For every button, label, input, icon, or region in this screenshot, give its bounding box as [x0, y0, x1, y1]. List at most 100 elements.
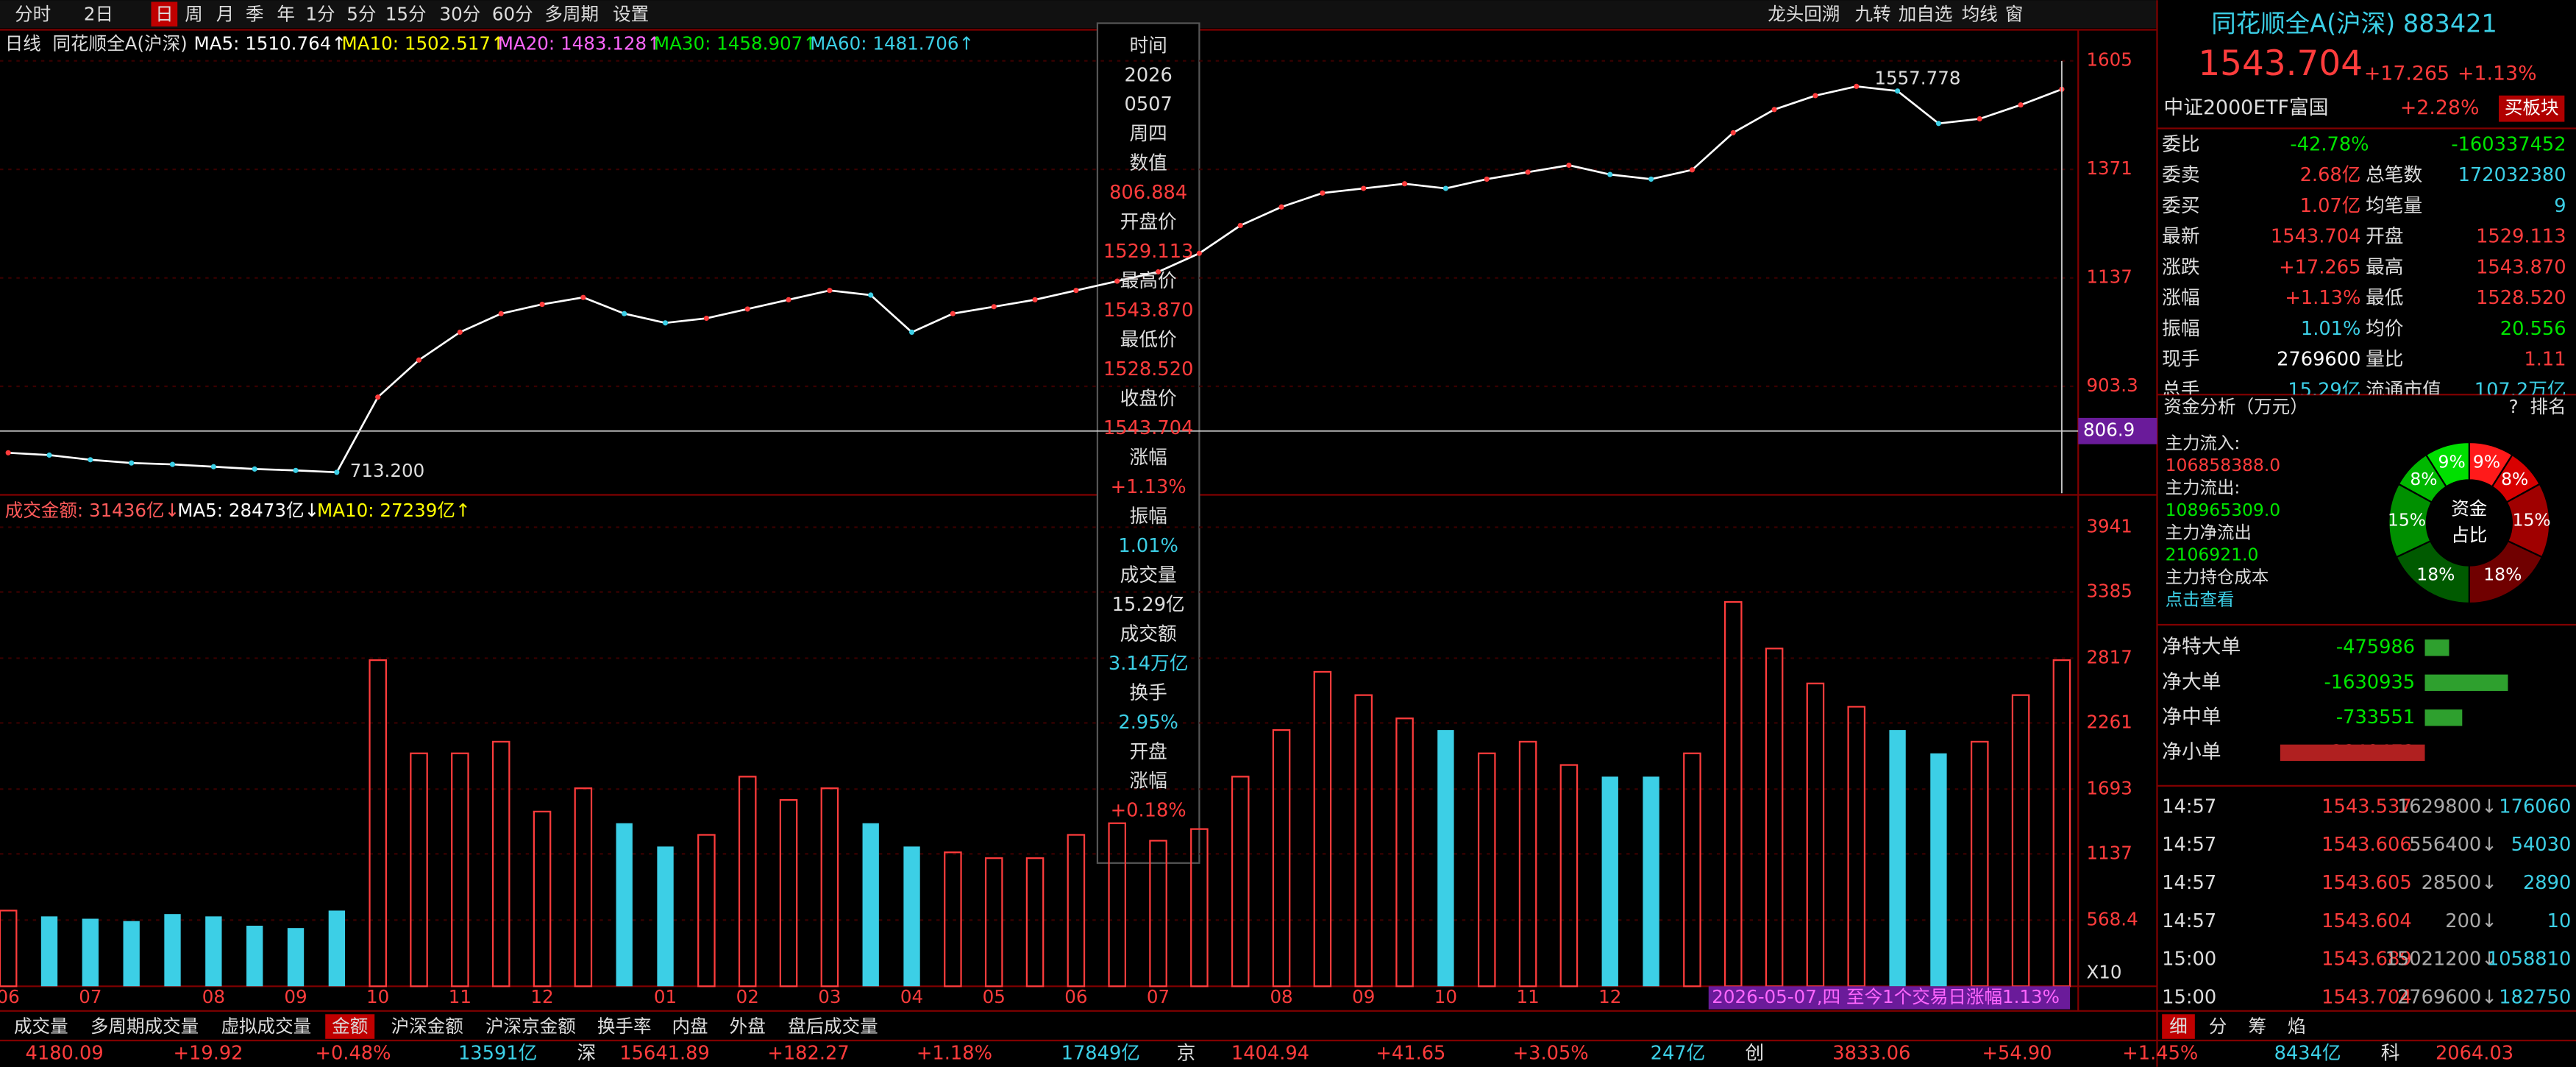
price-point	[580, 294, 586, 300]
price-point	[416, 357, 422, 363]
period-tab[interactable]: 季	[246, 3, 264, 24]
buy-button-bg	[2499, 95, 2565, 122]
tool-button[interactable]: 龙头回溯	[1768, 3, 1840, 24]
volume-bar	[1889, 730, 1906, 987]
buy-button[interactable]: 买板块	[2505, 97, 2559, 118]
slice-label: 15%	[2513, 509, 2551, 530]
volume-bar	[1518, 740, 1537, 988]
fund-line[interactable]: 点击查看	[2166, 589, 2235, 609]
indicator-tab[interactable]: 换手率	[597, 1015, 652, 1037]
price-point	[1854, 83, 1860, 89]
popup-line: 1543.870	[1103, 299, 1194, 322]
price-point	[129, 460, 135, 466]
fund-line: 主力持仓成本	[2166, 567, 2269, 587]
quote-value: 1.07亿	[2300, 195, 2361, 217]
tool-button[interactable]: 均线	[1962, 3, 1998, 24]
period-tab[interactable]: 周	[185, 3, 203, 24]
max-annotation: 1557.778	[1874, 67, 1960, 88]
indicator-tab[interactable]: 多周期成交量	[90, 1015, 199, 1037]
period-tab[interactable]: 30分	[439, 3, 480, 24]
side-tab[interactable]: 筹	[2248, 1015, 2266, 1037]
popup-line: 2026	[1124, 64, 1172, 86]
tick-time: 15:00	[2162, 949, 2216, 971]
min-annotation: 713.200	[350, 460, 425, 481]
donut-center: 资金	[2451, 498, 2487, 520]
period-tab[interactable]: 日	[155, 3, 174, 24]
indicator-tab[interactable]: 内盘	[672, 1015, 708, 1037]
period-tab[interactable]: 分时	[15, 3, 51, 24]
popup-line: 2.95%	[1118, 712, 1178, 734]
indicator-tab[interactable]: 金额	[332, 1015, 368, 1037]
chart-title: 日线	[5, 33, 41, 54]
toolbar-bg	[0, 0, 2157, 29]
slice-label: 18%	[2416, 564, 2455, 585]
indicator-tab[interactable]: 成交量	[14, 1015, 68, 1037]
volume-bar	[779, 798, 798, 988]
price-point	[1320, 190, 1326, 196]
quote-label: 均价	[2366, 318, 2403, 340]
period-tab[interactable]: 5分	[346, 3, 376, 24]
y-tick-label: 903.3	[2086, 375, 2138, 396]
indicator-tab[interactable]: 虚拟成交量	[221, 1015, 311, 1037]
tool-button[interactable]: 九转	[1855, 3, 1891, 24]
volume-bar	[287, 928, 305, 987]
quote-value: 107.2万亿	[2474, 379, 2566, 401]
side-tab[interactable]: 细	[2169, 1015, 2188, 1037]
price-point	[539, 302, 545, 308]
y-tick-label: 2817	[2086, 646, 2132, 667]
price-pct: +1.13%	[2458, 62, 2537, 85]
y-tick-label: 1371	[2086, 157, 2132, 179]
flow-bar	[2424, 709, 2463, 726]
popup-line: 周四	[1129, 123, 1167, 145]
volume-bar	[657, 846, 674, 987]
quote-value: 15.29亿	[2288, 379, 2360, 401]
volume-bar	[205, 916, 222, 987]
tool-button[interactable]: 加自选	[1899, 3, 1953, 24]
quote-label: 现手	[2162, 349, 2199, 371]
volume-bar	[410, 752, 428, 988]
active-tab-bg	[151, 1, 178, 26]
period-tab[interactable]: 设置	[613, 3, 649, 24]
x-tick-label: 12	[530, 986, 553, 1007]
status-item: 京	[1177, 1042, 1196, 1064]
rank-link[interactable]: 排名	[2530, 396, 2566, 417]
side-tab[interactable]: 分	[2209, 1015, 2227, 1037]
help-icon[interactable]: ?	[2509, 396, 2519, 417]
period-tab[interactable]: 多周期	[544, 3, 599, 24]
price-point	[868, 292, 874, 298]
period-tab[interactable]: 1分	[305, 3, 335, 24]
price-point	[1689, 167, 1695, 173]
flow-bar	[2424, 639, 2449, 656]
last-price: 1543.704	[2198, 43, 2363, 84]
x-tick-label: 12	[1598, 986, 1621, 1007]
x-tick-label: 10	[366, 986, 389, 1007]
indicator-tab[interactable]: 沪深京金额	[485, 1015, 576, 1037]
period-tab[interactable]: 60分	[492, 3, 533, 24]
price-point	[210, 464, 216, 469]
volume-bar	[1231, 776, 1250, 988]
tick-volume: 15021200↓	[2385, 949, 2497, 971]
flow-bar	[2424, 674, 2508, 691]
popup-line: 振幅	[1129, 506, 1167, 528]
popup-line: 开盘价	[1120, 211, 1177, 233]
side-tab[interactable]: 焰	[2288, 1015, 2306, 1037]
period-tab[interactable]: 年	[277, 3, 295, 24]
indicator-tab[interactable]: 沪深金额	[391, 1015, 463, 1037]
volume-bar	[1025, 857, 1045, 988]
indicator-tab[interactable]: 外盘	[730, 1015, 766, 1037]
quote-label: 涨幅	[2162, 287, 2199, 309]
price-point	[1032, 297, 1038, 302]
price-point	[622, 311, 627, 316]
period-tab[interactable]: 15分	[385, 3, 427, 24]
price-point	[662, 320, 669, 326]
quote-value: 1543.870	[2476, 256, 2566, 278]
volume-bar	[944, 851, 962, 988]
tool-button[interactable]: 窗	[2005, 3, 2024, 24]
period-tab[interactable]: 2日	[84, 3, 113, 24]
popup-line: +0.18%	[1111, 800, 1186, 822]
popup-line: 3.14万亿	[1109, 653, 1189, 675]
period-tab[interactable]: 月	[216, 3, 235, 24]
price-point	[334, 469, 340, 475]
y-tick-label: 568.4	[2086, 908, 2138, 929]
indicator-tab[interactable]: 盘后成交量	[788, 1015, 878, 1037]
